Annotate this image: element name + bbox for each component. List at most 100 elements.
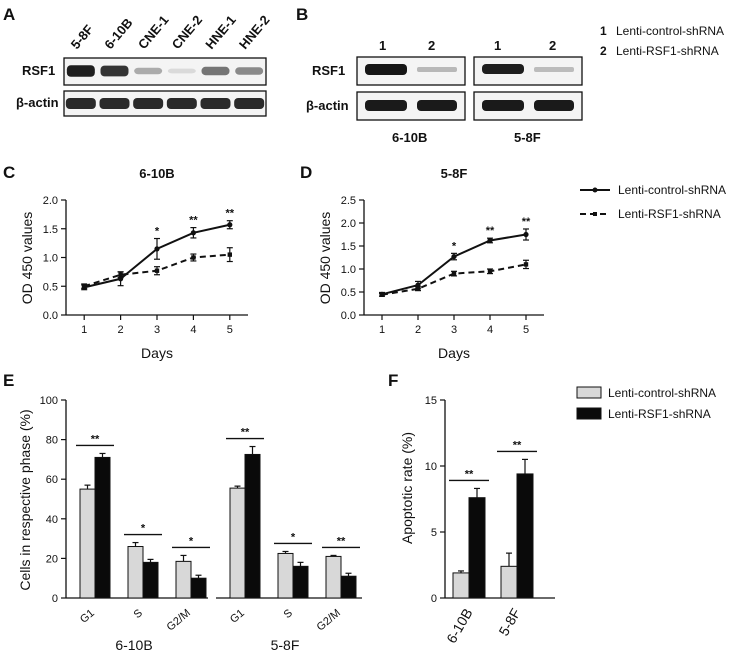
x-tick-label: 5 (227, 324, 233, 336)
blot-b-lane-1b: 1 (494, 38, 501, 53)
bar-rsf1 (190, 577, 207, 599)
significance-marker: ** (91, 433, 100, 445)
chart-e-group-label-610b: 6-10B (115, 637, 152, 653)
y-tick-label: 0 (52, 593, 58, 605)
blot-b-row-actin: β-actin (306, 98, 349, 113)
blot-b-legend-text-1: Lenti-control-shRNA (616, 24, 724, 38)
bar-rsf1 (244, 453, 261, 599)
y-tick-label: 1.5 (341, 241, 356, 253)
significance-marker: ** (486, 225, 495, 237)
bar-control (325, 555, 342, 599)
data-point (118, 272, 123, 277)
band-b-actin-58f-1 (482, 100, 524, 111)
y-tick-label: 40 (46, 514, 58, 526)
blot-a-lane-label: 6-10B (101, 15, 135, 52)
y-tick-label: 0.0 (43, 310, 58, 322)
apoptosis-chart: Apoptotic rate (%) 0 5 10 15 ** 6-10B ** 5-8F (399, 395, 555, 646)
panel-label-c: C (3, 163, 15, 182)
x-tick-label: G1 (78, 607, 97, 626)
blot-b-row-rsf1: RSF1 (312, 63, 345, 78)
data-point (451, 271, 457, 276)
x-tick-label: G2/M (165, 607, 193, 633)
legend-cd-label-control: Lenti-control-shRNA (618, 183, 726, 197)
panel-label-a: A (3, 5, 15, 24)
y-tick-label: 1.0 (341, 264, 356, 276)
band-b-rsf1-58f-2 (534, 67, 574, 72)
y-tick-label: 0.5 (341, 287, 356, 299)
data-point (487, 269, 493, 274)
data-point (451, 253, 457, 260)
x-tick-label: 2 (415, 324, 421, 336)
bar-rsf1 (516, 473, 534, 599)
x-tick-label: 1 (81, 324, 87, 336)
y-tick-label: 5 (431, 527, 437, 539)
bar-control (277, 552, 294, 599)
x-tick-label: 5 (523, 324, 529, 336)
blot-a-lane-label: 5-8F (68, 22, 97, 52)
blot-a-strip-rsf1 (63, 57, 267, 86)
x-tick-label: 5-8F (495, 606, 523, 639)
western-blot-a: RSF1 β-actin 5-8F 6-10B CNE-1CNE-2HNE-1HNE… (16, 12, 273, 117)
y-tick-label: 20 (46, 553, 58, 565)
growth-chart-5-8f: 5-8F Days OD 450 values 0.0 0.5 1.0 1.5 2.0 2… (317, 166, 544, 361)
bar-control (79, 488, 96, 599)
blot-a-lane-label: CNE-2 (169, 12, 206, 52)
chart-c-ylabel: OD 450 values (19, 212, 35, 305)
panel-label-d: D (300, 163, 312, 182)
bar-control (229, 487, 246, 599)
significance-marker: ** (189, 215, 198, 227)
significance-marker: ** (241, 427, 250, 439)
data-point (227, 222, 233, 228)
panel-label-e: E (3, 371, 14, 390)
band-b-rsf1-610b-1 (365, 64, 407, 75)
band-b-actin-610b-1 (365, 100, 407, 111)
y-tick-label: 2.5 (341, 195, 356, 207)
y-tick-label: 2.0 (341, 218, 356, 230)
legend-cd-label-rsf1: Lenti-RSF1-shRNA (618, 207, 721, 221)
x-tick-label: G1 (228, 607, 247, 626)
data-point (191, 255, 196, 260)
x-tick-label: S (132, 607, 145, 621)
chart-e-group-label-58f: 5-8F (271, 637, 300, 653)
band-b-rsf1-58f-1 (482, 64, 524, 74)
legend-cd-marker-rsf1 (593, 212, 597, 216)
y-tick-label: 10 (425, 461, 437, 473)
legend-ef: Lenti-control-shRNA Lenti-RSF1-shRNA (576, 386, 716, 421)
bar-control (127, 546, 144, 599)
blot-a-lane-label: HNE-1 (202, 12, 239, 52)
blot-a-band-rsf1 (235, 67, 264, 75)
blot-a-band-actin (166, 98, 197, 109)
bar-rsf1 (94, 456, 111, 599)
growth-chart-6-10b: 6-10B Days OD 450 values 0.0 0.5 1.0 1.5 2.0… (19, 166, 248, 361)
blot-a-row-actin: β-actin (16, 95, 59, 110)
blot-a-band-actin (65, 98, 96, 109)
data-point (82, 284, 87, 289)
y-tick-label: 60 (46, 474, 58, 486)
blot-b-legend-num-2: 2 (600, 44, 607, 58)
y-tick-label: 80 (46, 435, 58, 447)
blot-b-legend-num-1: 1 (600, 24, 607, 38)
x-tick-label: 6-10B (443, 606, 476, 646)
legend-ef-swatch-control (576, 386, 602, 399)
bar-control (500, 565, 518, 599)
x-tick-label: 2 (118, 324, 124, 336)
blot-a-lane-label: HNE-2 (236, 12, 273, 52)
significance-marker: ** (337, 535, 346, 547)
blot-a-band-rsf1 (167, 68, 196, 74)
blot-a-row-rsf1: RSF1 (22, 63, 55, 78)
blot-a-band-rsf1 (201, 66, 230, 76)
blot-a-band-actin (234, 98, 265, 109)
blot-a-band-actin (200, 98, 231, 109)
bar-rsf1 (468, 497, 486, 599)
chart-d-title: 5-8F (441, 166, 468, 181)
data-point (523, 231, 529, 238)
y-tick-label: 15 (425, 395, 437, 407)
blot-b-lane-1: 1 (379, 38, 386, 53)
x-tick-label: 4 (487, 324, 493, 336)
chart-f-ylabel: Apoptotic rate (%) (399, 432, 415, 544)
y-tick-label: 1.5 (43, 224, 58, 236)
legend-cd-marker-control (592, 187, 598, 193)
chart-c-title: 6-10B (139, 166, 174, 181)
chart-d-xlabel: Days (438, 345, 470, 361)
